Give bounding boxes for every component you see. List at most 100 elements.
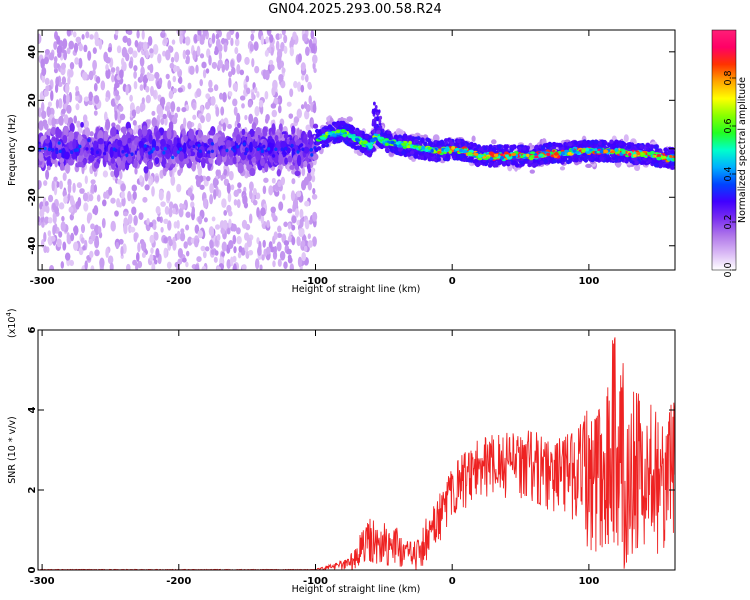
heatmap-cell xyxy=(143,166,149,174)
heatmap-cell xyxy=(62,172,67,181)
heatmap-cell xyxy=(654,159,659,164)
heatmap-cell xyxy=(84,175,88,185)
heatmap-cell xyxy=(129,94,133,102)
heatmap-cell xyxy=(157,53,162,64)
heatmap-cell xyxy=(165,162,171,169)
heatmap-cell xyxy=(88,238,94,245)
heatmap-cell xyxy=(213,84,219,92)
heatmap-cell xyxy=(50,126,57,136)
heatmap-cell xyxy=(248,213,253,224)
heatmap-cell xyxy=(235,31,240,40)
heatmap-cell xyxy=(152,223,157,231)
heatmap-cell xyxy=(102,170,109,178)
heatmap-cell xyxy=(168,121,174,131)
heatmap-cell xyxy=(161,30,165,34)
heatmap-cell xyxy=(265,114,270,122)
heatmap-cell xyxy=(153,232,159,241)
heatmap-cell xyxy=(246,237,252,248)
heatmap-cell xyxy=(231,223,237,232)
heatmap-cell xyxy=(277,105,282,114)
heatmap-cell xyxy=(78,155,84,163)
heatmap-cell xyxy=(102,199,107,207)
heatmap-cell xyxy=(72,31,77,38)
heatmap-cell xyxy=(68,69,74,78)
heatmap-cell xyxy=(182,257,187,263)
heatmap-cell xyxy=(127,30,133,36)
heatmap-cell xyxy=(120,245,124,257)
heatmap-cell xyxy=(101,217,106,229)
heatmap-cell xyxy=(168,90,174,100)
heatmap-cell xyxy=(169,62,175,69)
heatmap-cell xyxy=(172,207,176,215)
heatmap-cell xyxy=(326,116,331,122)
heatmap-cell xyxy=(460,141,465,147)
heatmap-cell xyxy=(171,155,175,160)
heatmap-cell xyxy=(233,189,239,198)
heatmap-cell xyxy=(116,111,121,121)
heatmap-cell xyxy=(258,100,264,108)
heatmap-cell xyxy=(280,41,285,52)
heatmap-cell xyxy=(177,258,183,265)
heatmap-cell xyxy=(115,66,120,72)
heatmap-cell xyxy=(203,217,208,223)
heatmap-cell xyxy=(492,163,497,168)
heatmap-cell xyxy=(67,182,72,194)
heatmap-cell xyxy=(309,148,314,152)
heatmap-cell xyxy=(62,241,67,251)
heatmap-cell xyxy=(301,166,306,177)
heatmap-cell xyxy=(292,198,299,209)
heatmap-cell xyxy=(84,127,91,138)
heatmap-cell xyxy=(120,183,126,192)
heatmap-cell xyxy=(300,84,305,93)
heatmap-cell xyxy=(232,82,238,92)
heatmap-cell xyxy=(379,144,385,150)
heatmap-cell xyxy=(187,236,193,246)
heatmap-cell xyxy=(44,48,50,55)
heatmap-cell xyxy=(286,248,292,255)
heatmap-cell xyxy=(187,187,193,197)
heatmap-cell xyxy=(264,90,269,100)
heatmap-cell xyxy=(154,71,160,80)
heatmap-cell xyxy=(276,241,282,252)
heatmap-cell xyxy=(234,46,239,55)
heatmap-cell xyxy=(129,226,136,233)
heatmap-cell xyxy=(286,101,292,107)
heatmap-cell xyxy=(122,61,127,72)
heatmap-cell xyxy=(56,128,62,138)
heatmap-cell xyxy=(69,213,74,221)
heatmap-cell xyxy=(171,116,178,125)
heatmap-cell xyxy=(541,138,547,145)
heatmap-cell xyxy=(113,166,120,179)
heatmap-cell xyxy=(56,238,62,248)
heatmap-cell xyxy=(68,131,75,140)
heatmap-cell xyxy=(133,232,138,243)
heatmap-cell xyxy=(241,219,248,229)
heatmap-cell xyxy=(251,122,257,131)
heatmap-cell xyxy=(154,157,160,165)
heatmap-cell xyxy=(92,59,97,71)
heatmap-cell xyxy=(209,194,214,205)
heatmap-cell xyxy=(356,145,361,150)
heatmap-cell xyxy=(670,165,675,170)
heatmap-cell xyxy=(162,113,167,120)
heatmap-cell xyxy=(52,224,56,236)
heatmap-cell xyxy=(52,214,57,224)
heatmap-cell xyxy=(312,103,317,114)
heatmap-cell xyxy=(206,175,211,182)
heatmap-cell xyxy=(303,160,308,168)
heatmap-cell xyxy=(269,34,274,43)
heatmap-cell xyxy=(61,76,67,85)
heatmap-cell xyxy=(503,145,509,150)
heatmap-cell xyxy=(364,134,369,139)
heatmap-cell xyxy=(167,220,172,231)
heatmap-cell xyxy=(53,176,58,182)
heatmap-cell xyxy=(266,220,271,228)
heatmap-cell xyxy=(107,46,112,53)
heatmap-cell xyxy=(40,135,45,144)
heatmap-cell xyxy=(73,241,79,251)
heatmap-cell xyxy=(288,113,294,119)
heatmap-cell xyxy=(56,35,61,45)
heatmap-cell xyxy=(342,125,347,130)
heatmap-cell xyxy=(127,47,134,55)
